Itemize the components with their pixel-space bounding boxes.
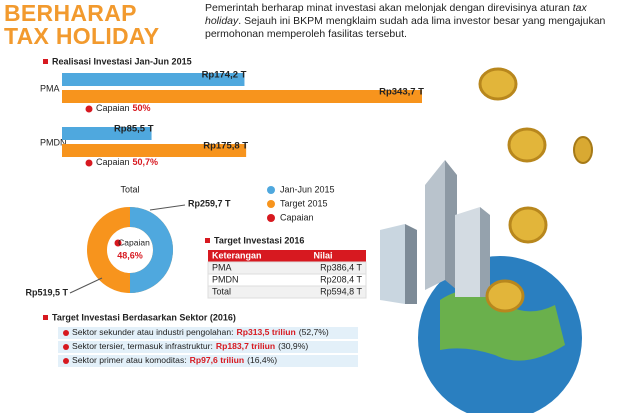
intro-box: Pemerintah berharap minat investasi akan… — [205, 2, 615, 41]
table-cell: PMDN — [212, 274, 239, 284]
sector-label: Sektor tersier, termasuk infrastruktur: — [72, 341, 213, 351]
sector-text: Sektor sekunder atau industri pengolahan… — [72, 327, 329, 337]
legend-swatch — [267, 200, 275, 208]
land — [440, 290, 565, 361]
legend-label: Capaian — [280, 212, 314, 222]
bar — [62, 90, 422, 103]
value-label: Rp174,2 T — [202, 70, 247, 81]
bullet — [43, 315, 48, 320]
coin — [573, 136, 593, 164]
bullet — [205, 238, 210, 243]
sector-label: Sektor sekunder atau industri pengolahan… — [72, 327, 233, 337]
sector-text: Sektor tersier, termasuk infrastruktur: R… — [72, 341, 308, 351]
bar — [62, 144, 247, 157]
bar — [62, 73, 245, 86]
legend-swatch — [267, 186, 275, 194]
leader — [69, 277, 103, 294]
achievement-dot — [85, 105, 93, 113]
intro-text: Pemerintah berharap minat investasi akan… — [205, 2, 573, 14]
center-dot — [114, 239, 122, 247]
building — [425, 160, 445, 290]
donut-arc — [129, 207, 173, 293]
category-label: PMDN — [40, 137, 67, 147]
value-label: Rp85,5 T — [114, 124, 154, 135]
table-cell: PMA — [212, 262, 232, 272]
bullet — [43, 59, 48, 64]
achievement-name: Capaian — [96, 103, 130, 113]
section-title: Realisasi Investasi Jan-Jun 2015 — [52, 56, 192, 66]
illustration — [380, 67, 593, 413]
value-label: Rp259,7 T — [188, 198, 231, 208]
achievement-label: Capaian 50,7% — [96, 157, 158, 167]
intro-text: . Sejauh ini BKPM mengklaim sudah ada li… — [205, 15, 606, 40]
sector-amount: Rp97,6 triliun — [190, 355, 244, 365]
sector-row — [58, 355, 358, 367]
category-label: PMA — [40, 83, 60, 93]
achievement-dot — [85, 159, 93, 167]
achievement-value: 50% — [133, 103, 151, 113]
building — [455, 207, 480, 297]
sector-row — [58, 327, 358, 339]
intro: Pemerintah berharap minat investasi akan… — [205, 2, 615, 41]
sector-amount: Rp313,5 triliun — [236, 327, 295, 337]
table-row — [207, 285, 367, 299]
bullet — [63, 344, 69, 350]
donut-title: Total — [120, 184, 139, 194]
sectors-title: Target Investasi Berdasarkan Sektor (201… — [52, 312, 236, 322]
bar — [62, 127, 152, 140]
table-title: Target Investasi 2016 — [214, 235, 304, 245]
legend-swatch — [267, 214, 275, 222]
sector-share: (52,7%) — [299, 327, 329, 337]
intro-italic: tax holiday — [205, 2, 587, 27]
bullet — [63, 358, 69, 364]
coin — [478, 67, 518, 101]
legend-label: Target 2015 — [280, 198, 328, 208]
coin — [507, 127, 547, 163]
center-label: Capaian — [118, 237, 150, 247]
table-header-bg — [208, 250, 366, 262]
table-cell: Total — [212, 286, 231, 296]
coin — [508, 206, 548, 244]
table-header: Nilai — [313, 250, 332, 260]
legend-label: Jan-Jun 2015 — [280, 184, 335, 194]
value-label: Rp175,8 T — [203, 141, 248, 152]
value-label: Rp519,5 T — [25, 287, 68, 297]
building — [405, 224, 417, 304]
sector-label: Sektor primer atau komoditas: — [72, 355, 187, 365]
table-cell: Rp594,8 T — [320, 286, 362, 296]
achievement-value: 50,7% — [133, 157, 159, 167]
building — [480, 207, 490, 297]
table-cell: Rp208,4 T — [320, 274, 362, 284]
title-box: BERHARAP TAX HOLIDAY — [4, 2, 160, 49]
bullet — [63, 330, 69, 336]
building — [445, 160, 457, 290]
center-value: 48,6% — [117, 250, 143, 260]
sector-text: Sektor primer atau komoditas: Rp97,6 tril… — [72, 355, 277, 365]
coin — [485, 279, 525, 313]
leader — [149, 204, 186, 211]
sector-share: (30,9%) — [278, 341, 308, 351]
main-title: BERHARAP TAX HOLIDAY — [4, 2, 160, 49]
achievement-name: Capaian — [96, 157, 130, 167]
sector-row — [58, 341, 358, 353]
building — [380, 224, 405, 304]
achievement-label: Capaian 50% — [96, 103, 151, 113]
sector-share: (16,4%) — [247, 355, 277, 365]
table-cell: Rp386,4 T — [320, 262, 362, 272]
table-header: Keterangan — [212, 250, 262, 260]
sector-amount: Rp183,7 triliun — [216, 341, 275, 351]
value-label: Rp343,7 T — [379, 87, 424, 98]
